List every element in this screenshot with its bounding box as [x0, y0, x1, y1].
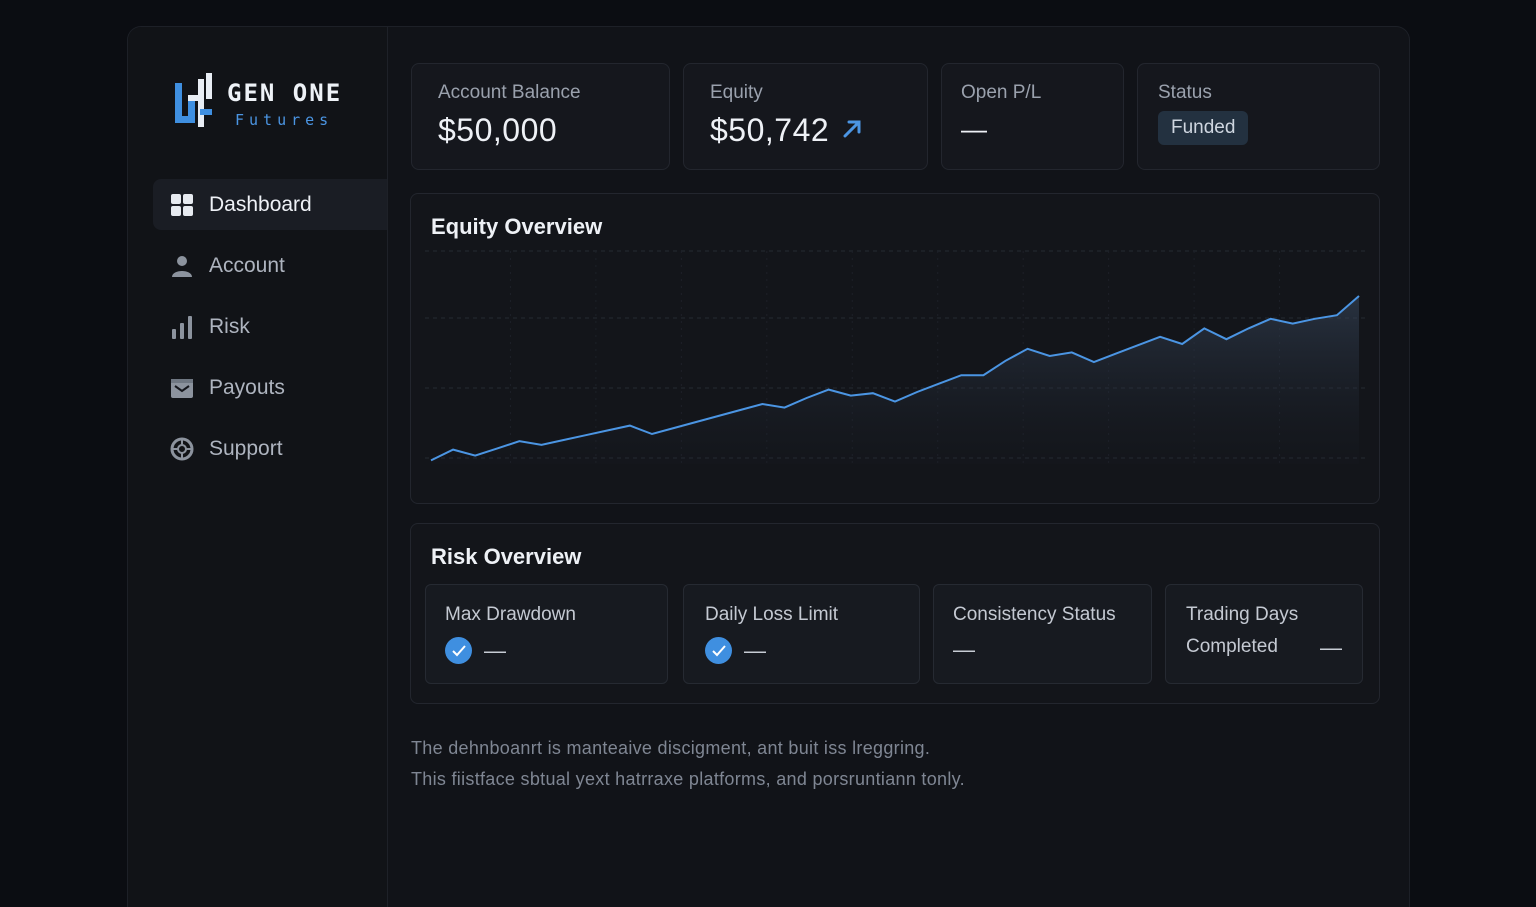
brand-subtitle: Futures [235, 111, 334, 129]
stat-label: Status [1158, 82, 1212, 103]
footer-line-1: The dehnboanrt is manteaive discigment, … [411, 738, 931, 758]
sidebar-item-label: Dashboard [209, 192, 312, 216]
brand-title: GEN ONE [227, 79, 343, 107]
risk-label: Max Drawdown [445, 604, 576, 625]
footer-line-2: This fiistface sbtual yext hatrraxe plat… [411, 769, 965, 789]
sidebar-item-payouts[interactable]: Payouts [153, 362, 387, 413]
trading-days-label-line1: Trading Days [1186, 604, 1299, 625]
account-balance-card: Account Balance $50,000 [411, 63, 670, 170]
check-circle-icon [705, 637, 732, 664]
arrow-up-right-icon [841, 111, 863, 148]
stat-label: Equity [710, 82, 763, 103]
risk-label: Trading Days Completed [1186, 599, 1298, 663]
equity-card: Equity $50,742 [683, 63, 928, 170]
sidebar: GEN ONE Futures Dashboard [128, 27, 388, 907]
consistency-status-card: Consistency Status — [933, 584, 1152, 684]
app-window: GEN ONE Futures Dashboard [127, 26, 1410, 907]
open-pl-card: Open P/L — [941, 63, 1124, 170]
sidebar-item-dashboard[interactable]: Dashboard [153, 179, 387, 230]
risk-label: Consistency Status [953, 604, 1116, 625]
sidebar-item-label: Account [209, 253, 285, 277]
equity-chart [425, 250, 1365, 464]
brand-mark-icon [175, 73, 212, 127]
daily-loss-limit-card: Daily Loss Limit — [683, 584, 920, 684]
risk-overview-panel: Risk Overview Max Drawdown — Daily Loss … [410, 523, 1380, 704]
equity-value: $50,742 [710, 112, 830, 148]
stat-label: Open P/L [961, 82, 1042, 103]
risk-value: — [705, 637, 766, 664]
max-drawdown-value: — [484, 637, 506, 663]
user-icon [170, 254, 194, 278]
risk-value: — [953, 637, 975, 663]
main-content: Account Balance $50,000 Equity $50,742 O… [388, 27, 1409, 907]
panel-title: Risk Overview [431, 544, 582, 569]
equity-area [431, 296, 1359, 464]
sidebar-item-label: Support [209, 436, 283, 460]
check-circle-icon [445, 637, 472, 664]
risk-label: Daily Loss Limit [705, 604, 839, 625]
wallet-icon [170, 376, 194, 400]
sidebar-item-support[interactable]: Support [153, 423, 387, 474]
trading-days-label-line2: Completed [1186, 636, 1278, 657]
sidebar-item-risk[interactable]: Risk [153, 301, 387, 352]
sidebar-nav: Dashboard Account [153, 179, 387, 484]
panel-title: Equity Overview [431, 214, 603, 239]
grid-icon [170, 193, 194, 217]
trading-days-card: Trading Days Completed — [1165, 584, 1363, 684]
equity-stat: $50,742 [710, 112, 863, 151]
sidebar-item-account[interactable]: Account [153, 240, 387, 291]
stat-label: Account Balance [438, 82, 581, 103]
lifebuoy-icon [170, 437, 194, 461]
open-pl-value: — [961, 114, 988, 144]
daily-loss-limit-value: — [744, 637, 766, 663]
risk-value: — [445, 637, 506, 664]
equity-overview-panel: Equity Overview [410, 193, 1380, 504]
account-balance-value: $50,000 [438, 112, 558, 148]
bar-chart-icon [170, 315, 194, 339]
status-badge: Funded [1158, 111, 1249, 145]
status-card: Status Funded [1137, 63, 1380, 170]
brand-logo[interactable]: GEN ONE Futures [175, 73, 342, 129]
consistency-status-value: — [953, 637, 975, 662]
trading-days-value: — [1320, 635, 1342, 660]
sidebar-item-label: Payouts [209, 375, 285, 399]
max-drawdown-card: Max Drawdown — [425, 584, 668, 684]
sidebar-item-label: Risk [209, 314, 250, 338]
